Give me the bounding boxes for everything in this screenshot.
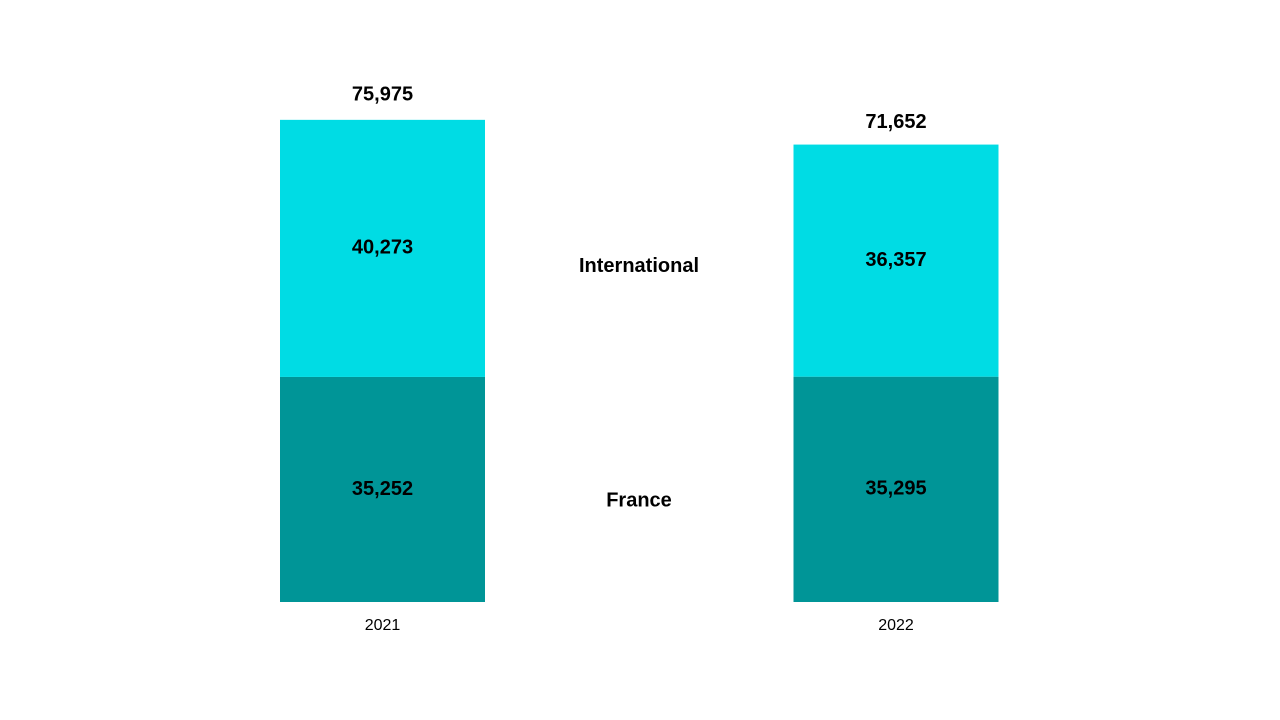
data-label: 35,252	[352, 478, 413, 500]
x-tick-label: 2022	[878, 617, 914, 634]
data-label: 40,273	[352, 237, 413, 259]
x-tick-label: 2021	[365, 617, 401, 634]
data-label: 35,295	[865, 478, 926, 500]
series-label: France	[606, 490, 672, 512]
bar-segment	[793, 144, 999, 377]
data-label: 36,357	[865, 249, 926, 271]
bar-segment	[793, 376, 999, 602]
bar-segment	[280, 376, 485, 602]
series-label: International	[579, 255, 699, 277]
total-label: 75,975	[352, 83, 413, 105]
bar-segment	[280, 119, 485, 377]
total-label: 71,652	[865, 111, 926, 133]
